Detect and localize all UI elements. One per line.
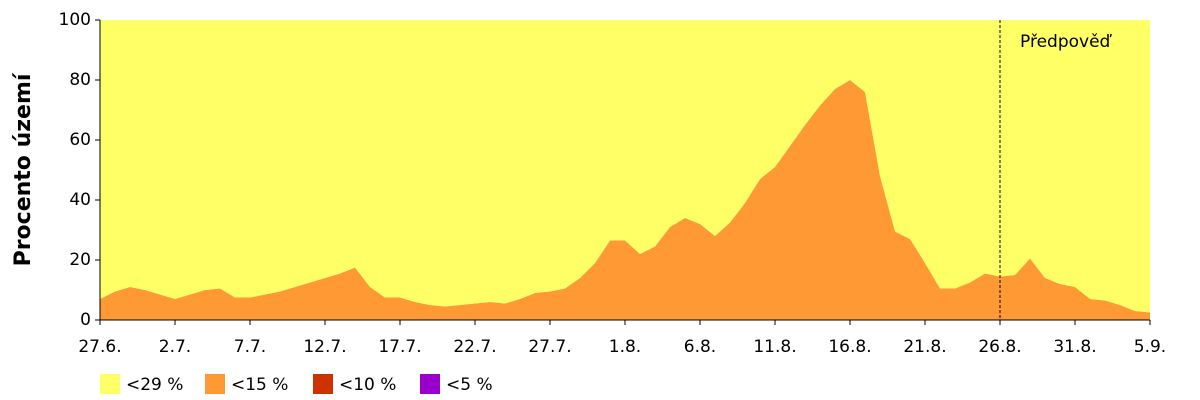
x-tick-label: 6.8. (684, 337, 716, 357)
legend-swatch (313, 374, 333, 394)
legend-label: <15 % (231, 375, 288, 395)
y-tick-label: 20 (69, 250, 91, 270)
x-tick-label: 16.8. (828, 337, 871, 357)
y-tick-label: 60 (69, 130, 91, 150)
y-tick-label: 80 (69, 70, 91, 90)
x-tick-label: 2.7. (159, 337, 191, 357)
area (100, 80, 1150, 320)
y-tick-label: 100 (59, 10, 91, 30)
legend-label: <10 % (339, 375, 396, 395)
x-tick-label: 27.7. (528, 337, 571, 357)
x-tick-label: 26.8. (978, 337, 1021, 357)
x-tick-label: 11.8. (753, 337, 796, 357)
x-tick-label: 5.9. (1134, 337, 1166, 357)
legend-swatch (205, 374, 225, 394)
legend-label: <29 % (126, 375, 183, 395)
y-tick-label: 40 (69, 190, 91, 210)
legend-swatch (420, 374, 440, 394)
y-axis-label: Procento území (11, 72, 36, 266)
legend-swatch (100, 374, 120, 394)
x-tick-label: 21.8. (903, 337, 946, 357)
annotation: Předpověď (1020, 32, 1113, 52)
x-tick-label: 12.7. (303, 337, 346, 357)
x-tick-label: 7.7. (234, 337, 266, 357)
x-tick-label: 17.7. (378, 337, 421, 357)
area (100, 20, 1150, 313)
y-tick-label: 0 (80, 310, 91, 330)
x-tick-label: 1.8. (609, 337, 641, 357)
x-tick-label: 31.8. (1053, 337, 1096, 357)
legend-label: <5 % (446, 375, 493, 395)
x-tick-label: 27.6. (78, 337, 121, 357)
x-tick-label: 22.7. (453, 337, 496, 357)
